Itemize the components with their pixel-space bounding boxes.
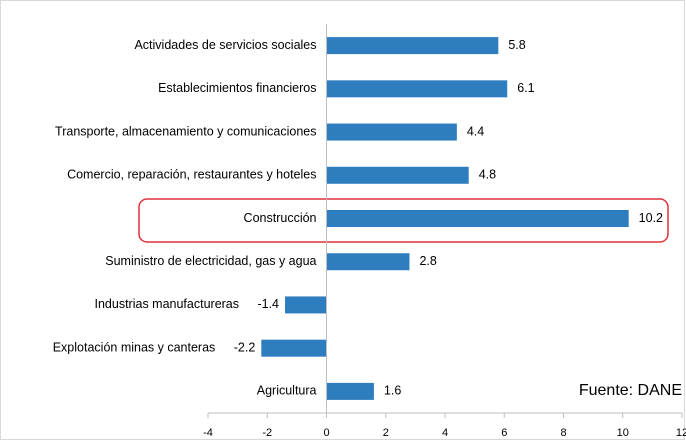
category-label: Comercio, reparación, restaurantes y hot…: [67, 168, 316, 182]
bar: [326, 166, 469, 184]
bar: [326, 123, 457, 141]
value-label: 6.1: [517, 81, 534, 95]
value-label: 4.4: [467, 124, 484, 138]
bar: [261, 339, 327, 357]
category-label: Transporte, almacenamiento y comunicacio…: [55, 124, 316, 138]
bar: [326, 210, 629, 227]
category-label: Establecimientos financieros: [158, 81, 316, 95]
value-label: 1.6: [384, 384, 401, 398]
category-label: Suministro de electricidad, gas y agua: [105, 254, 316, 268]
x-tick-label: -4: [203, 427, 213, 439]
bar: [326, 253, 410, 271]
x-tick-label: 12: [676, 427, 686, 439]
value-label: 4.8: [479, 168, 496, 182]
bar: [326, 37, 499, 55]
value-label: 10.2: [639, 211, 663, 225]
x-tick-label: 6: [501, 427, 507, 439]
x-tick-label: 2: [383, 427, 389, 439]
category-label: Explotación minas y canteras: [53, 340, 216, 354]
category-label: Agricultura: [257, 384, 317, 398]
bar: [326, 80, 508, 98]
value-label: -2.2: [234, 340, 256, 354]
bar: [285, 296, 327, 314]
category-label: Industrias manufactureras: [95, 297, 240, 311]
value-label: 2.8: [419, 254, 436, 268]
source-note: Fuente: DANE: [579, 382, 682, 399]
x-tick-label: 10: [617, 427, 629, 439]
highlight-box: [138, 198, 669, 243]
category-label: Construcción: [244, 211, 317, 225]
category-label: Actividades de servicios sociales: [134, 38, 316, 52]
value-label: 5.8: [508, 38, 525, 52]
x-tick-label: 8: [560, 427, 566, 439]
x-tick-label: 4: [442, 427, 448, 439]
x-tick-label: -2: [262, 427, 272, 439]
value-label: -1.4: [257, 297, 279, 311]
bar: [326, 382, 374, 400]
x-tick-label: 0: [323, 427, 329, 439]
